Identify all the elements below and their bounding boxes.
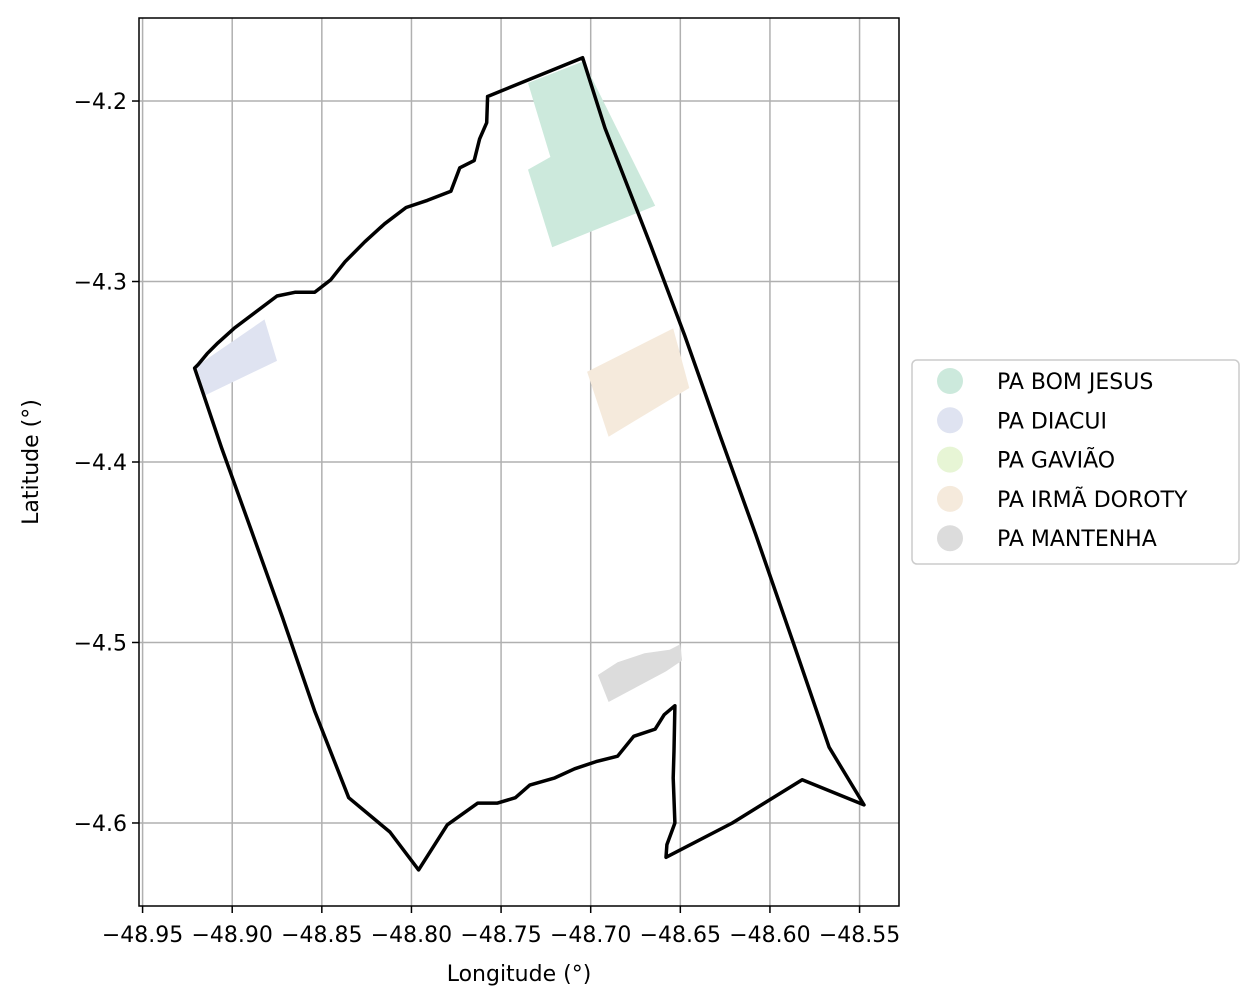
municipality-boundary <box>192 55 866 872</box>
legend-entries: PA BOM JESUS PA DIACUI PA GAVIÃO PA IRMÃ DO… <box>937 368 1188 552</box>
x-tick-label: −48.85 <box>281 923 362 948</box>
y-tick-label: −4.2 <box>74 90 127 115</box>
y-tick-label: −4.5 <box>74 631 127 656</box>
x-tick-label: −48.70 <box>550 923 631 948</box>
legend-marker <box>937 407 963 434</box>
y-tick-label: −4.6 <box>74 812 127 837</box>
y-axis-ticks: −4.2 −4.3 −4.4 −4.5 −4.6 <box>74 90 139 837</box>
y-axis-label: Latitude (°) <box>19 399 44 525</box>
settlement-regions <box>196 61 690 702</box>
region-pa-irma-doroty <box>587 328 690 437</box>
x-axis-label: Longitude (°) <box>447 962 592 987</box>
y-tick-label: −4.3 <box>74 271 127 296</box>
legend-marker <box>937 485 963 512</box>
boundary-outline <box>192 55 866 872</box>
region-pa-mantenha <box>597 644 683 702</box>
legend-label: PA BOM JESUS <box>997 370 1153 395</box>
x-tick-label: −48.95 <box>102 923 183 948</box>
x-axis-ticks: −48.95 −48.90 −48.85 −48.80 −48.75 −48.70 −48.… <box>102 906 900 948</box>
grid-lines <box>139 18 899 906</box>
region-pa-bom-jesus <box>528 61 656 248</box>
x-tick-label: −48.90 <box>191 923 272 948</box>
legend-marker <box>937 368 963 394</box>
x-tick-label: −48.65 <box>640 923 721 948</box>
legend-label: PA DIACUI <box>997 409 1107 434</box>
x-tick-label: −48.55 <box>819 923 900 948</box>
y-tick-label: −4.4 <box>74 451 127 476</box>
legend-label: PA GAVIÃO <box>997 447 1115 474</box>
x-tick-label: −48.80 <box>371 923 452 948</box>
legend-marker <box>937 525 963 552</box>
legend: PA BOM JESUS PA DIACUI PA GAVIÃO PA IRMÃ DO… <box>911 359 1240 565</box>
legend-label: PA IRMÃ DOROTY <box>997 486 1188 513</box>
legend-label: PA MANTENHA <box>997 527 1157 552</box>
x-tick-label: −48.75 <box>460 923 541 948</box>
region-pa-diacui <box>196 319 277 396</box>
legend-frame <box>911 359 1240 565</box>
x-tick-label: −48.60 <box>729 923 810 948</box>
legend-marker <box>937 446 963 473</box>
